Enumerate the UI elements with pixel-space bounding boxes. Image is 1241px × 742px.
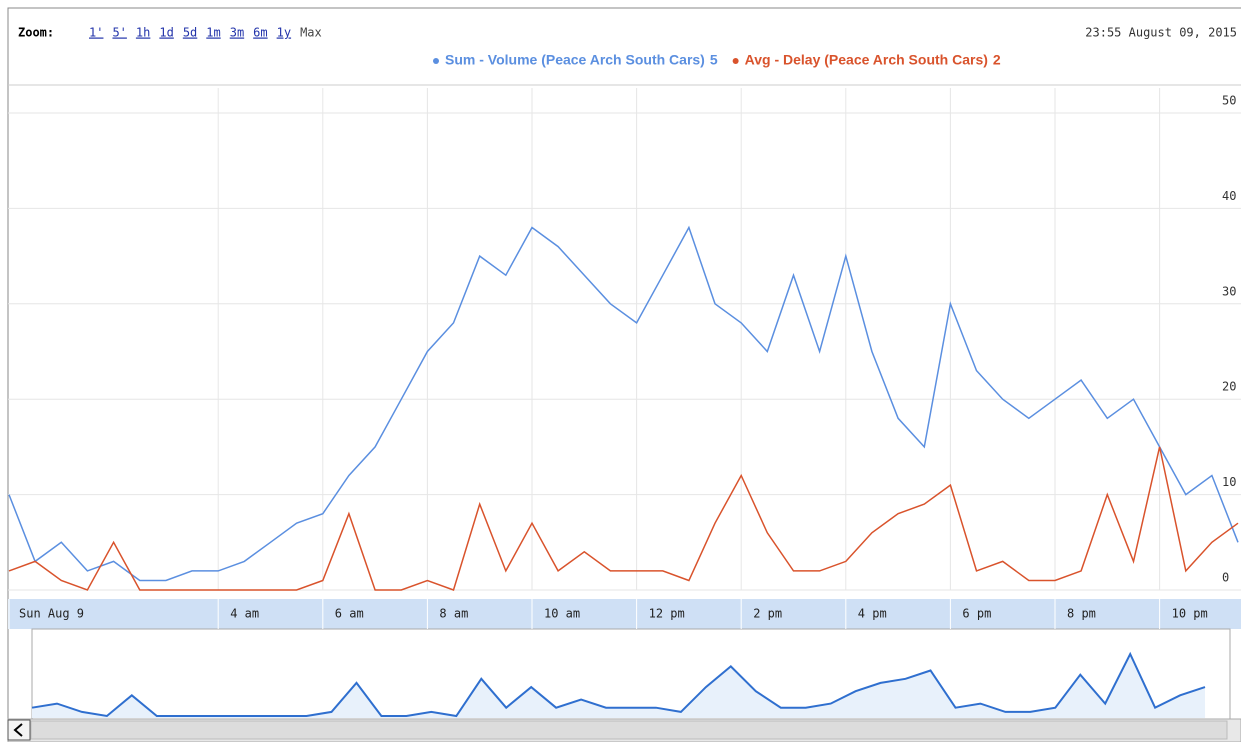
zoom-link[interactable]: 1y	[277, 26, 291, 40]
zoom-link[interactable]: Max	[300, 26, 322, 40]
x-tick-label: 10 pm	[1172, 607, 1208, 621]
x-tick-label: Sun Aug 9	[19, 607, 84, 621]
series-line	[8, 446, 1239, 591]
x-tick-label: 6 pm	[962, 607, 991, 621]
x-tick-label: 8 pm	[1067, 607, 1096, 621]
x-tick-label: 4 am	[230, 607, 259, 621]
zoom-link[interactable]: 6m	[253, 26, 267, 40]
x-tick-label: 6 am	[335, 607, 364, 621]
overview-panel	[31, 628, 1231, 720]
zoom-link[interactable]: 5d	[183, 26, 197, 40]
x-tick-label: 4 pm	[858, 607, 887, 621]
legend-value: 2	[993, 52, 1001, 68]
y-tick-label: 0	[1222, 571, 1229, 585]
x-tick-label: 8 am	[439, 607, 468, 621]
date-label: 23:55 August 09, 2015	[1085, 26, 1237, 40]
zoom-link[interactable]: 3m	[230, 26, 244, 40]
overview-line	[31, 651, 1206, 718]
y-tick-label: 20	[1222, 380, 1236, 394]
y-tick-label: 50	[1222, 94, 1236, 108]
x-axis-band	[8, 599, 1241, 629]
series-line	[8, 225, 1239, 582]
x-tick-label: 2 pm	[753, 607, 782, 621]
zoom-link[interactable]: 1d	[159, 26, 173, 40]
legend-label: Sum - Volume (Peace Arch South Cars)	[445, 52, 705, 68]
legend-value: 5	[710, 52, 718, 68]
y-tick-label: 30	[1222, 284, 1236, 298]
x-tick-label: 10 am	[544, 607, 580, 621]
y-tick-label: 10	[1222, 475, 1236, 489]
zoom-link[interactable]: 5'	[112, 26, 126, 40]
zoom-link[interactable]: 1h	[136, 26, 150, 40]
legend-marker	[433, 58, 439, 64]
legend-marker	[732, 58, 739, 64]
zoom-label: Zoom:	[18, 26, 54, 40]
scroll-left-button[interactable]	[7, 719, 31, 741]
y-tick-label: 40	[1222, 189, 1236, 203]
zoom-link[interactable]: 1m	[206, 26, 220, 40]
scroll-thumb[interactable]	[30, 720, 1228, 740]
scroll-arrow	[13, 723, 23, 737]
x-tick-label: 12 pm	[649, 607, 685, 621]
legend-label: Avg - Delay (Peace Arch South Cars)	[745, 52, 988, 68]
overview-area	[32, 654, 1206, 718]
zoom-link[interactable]: 1'	[89, 26, 103, 40]
